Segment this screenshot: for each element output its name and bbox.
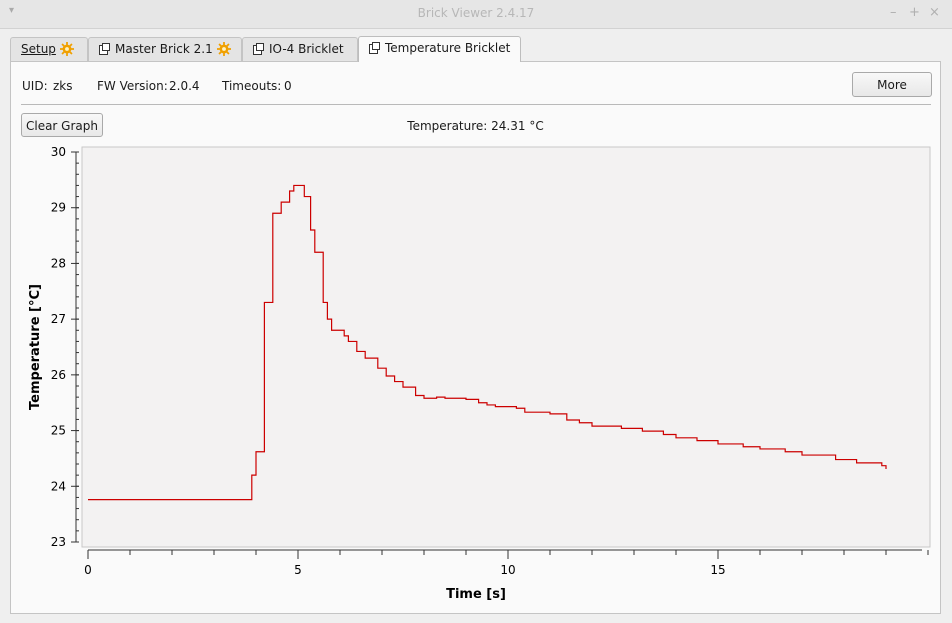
gear-icon [59, 42, 74, 56]
plot-area [81, 146, 931, 548]
clear-graph-button[interactable]: Clear Graph [21, 113, 103, 137]
more-button[interactable]: More [852, 72, 932, 97]
x-axis-label: Time [s] [446, 587, 506, 602]
uid-label: UID: [22, 79, 48, 93]
y-tick-label: 30 [51, 145, 66, 159]
minimize-icon[interactable]: – [890, 5, 897, 20]
y-tick-label: 25 [51, 424, 66, 438]
tab-label: Temperature Bricklet [385, 41, 511, 55]
document-icon [369, 42, 380, 54]
timeouts-value: 0 [284, 79, 292, 93]
fw-version-label: FW Version: [97, 79, 168, 93]
x-tick-label: 15 [710, 563, 725, 577]
x-tick-label: 10 [500, 563, 515, 577]
y-axis: 23 24 25 26 27 28 29 30 [51, 145, 79, 549]
tab-master-brick[interactable]: Master Brick 2.1 [88, 37, 242, 61]
window-titlebar: ▾ Brick Viewer 2.4.17 – + × [0, 0, 952, 29]
window-title: Brick Viewer 2.4.17 [417, 6, 535, 20]
temperature-readout: Temperature: 24.31 °C [407, 119, 544, 133]
y-axis-label: Temperature [°C] [28, 284, 43, 410]
gear-icon [216, 42, 231, 56]
x-axis: 0 5 10 15 [84, 549, 929, 577]
temperature-series-line [88, 184, 887, 501]
x-tick-label: 0 [84, 563, 92, 577]
y-tick-label: 24 [51, 479, 66, 493]
window-menu-icon[interactable]: ▾ [9, 5, 15, 16]
y-tick-label: 26 [51, 368, 66, 382]
maximize-icon[interactable]: + [909, 5, 920, 20]
uid-value: zks [53, 79, 73, 93]
tab-label: Setup [21, 42, 56, 56]
fw-version-value: 2.0.4 [169, 79, 200, 93]
document-icon [253, 43, 264, 55]
tab-setup[interactable]: Setup [10, 37, 88, 61]
separator [21, 104, 931, 105]
y-tick-label: 29 [51, 201, 66, 215]
y-tick-label: 23 [51, 535, 66, 549]
close-icon[interactable]: × [929, 5, 940, 20]
timeouts-label: Timeouts: [222, 79, 282, 93]
y-tick-label: 28 [51, 256, 66, 270]
tab-label: Master Brick 2.1 [115, 42, 213, 56]
document-icon [99, 43, 110, 55]
tab-temperature-bricklet[interactable]: Temperature Bricklet [358, 36, 521, 62]
tab-io4-bricklet[interactable]: IO-4 Bricklet [242, 37, 358, 61]
tab-label: IO-4 Bricklet [269, 42, 344, 56]
x-tick-label: 5 [294, 563, 302, 577]
y-tick-label: 27 [51, 312, 66, 326]
